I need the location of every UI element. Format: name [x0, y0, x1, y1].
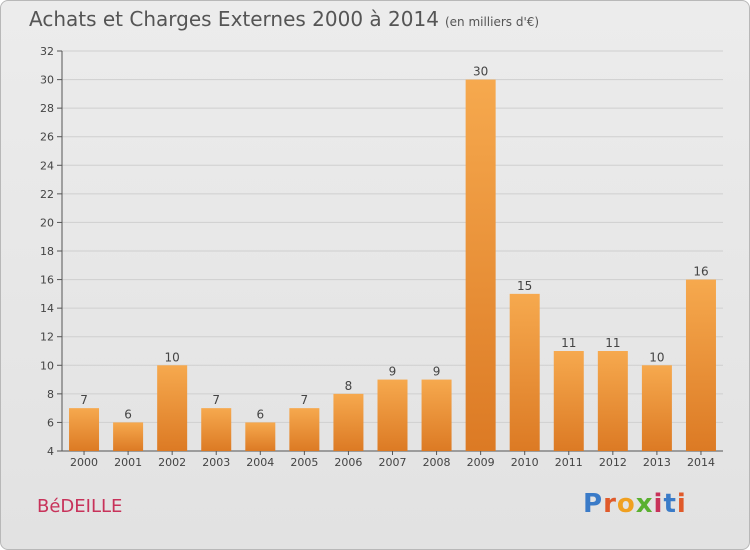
chart-title-main: Achats et Charges Externes 2000 à 2014 — [29, 7, 439, 31]
commune-name: BéDEILLE — [37, 496, 123, 517]
bar-2001 — [113, 422, 144, 451]
x-tick-label: 2008 — [423, 456, 451, 469]
logo-letter: t — [663, 489, 677, 519]
logo-letter: o — [616, 489, 636, 519]
bar-2002 — [157, 365, 188, 451]
x-tick-label: 2010 — [511, 456, 539, 469]
y-tick-label: 20 — [40, 216, 54, 229]
logo-letter: r — [603, 489, 617, 519]
x-tick-label: 2005 — [290, 456, 318, 469]
x-tick-label: 2001 — [114, 456, 142, 469]
x-tick-label: 2002 — [158, 456, 186, 469]
logo-letter: P — [583, 489, 604, 519]
bar-2014 — [685, 279, 716, 451]
y-tick-label: 32 — [40, 45, 54, 58]
bar-2013 — [641, 365, 672, 451]
y-tick-label: 12 — [40, 331, 54, 344]
bar-2004 — [245, 422, 276, 451]
y-tick-label: 16 — [40, 274, 54, 287]
logo-letter: x — [635, 489, 654, 519]
y-tick-label: 8 — [47, 388, 54, 401]
x-tick-label: 2003 — [202, 456, 230, 469]
y-tick-label: 28 — [40, 102, 54, 115]
data-label: 7 — [212, 393, 220, 407]
y-tick-label: 18 — [40, 245, 54, 258]
bar-2007 — [377, 379, 408, 451]
y-tick-label: 26 — [40, 131, 54, 144]
data-label: 11 — [561, 336, 576, 350]
bar-2008 — [421, 379, 452, 451]
x-tick-label: 2013 — [643, 456, 671, 469]
data-label: 6 — [124, 407, 132, 421]
bar-2009 — [465, 79, 496, 452]
y-tick-label: 22 — [40, 188, 54, 201]
y-tick-label: 4 — [47, 445, 54, 458]
x-tick-label: 2006 — [334, 456, 362, 469]
data-label: 9 — [389, 365, 397, 379]
x-tick-label: 2004 — [246, 456, 274, 469]
x-tick-label: 2014 — [687, 456, 715, 469]
x-tick-label: 2009 — [467, 456, 495, 469]
chart-title: Achats et Charges Externes 2000 à 2014 (e… — [29, 7, 539, 31]
data-label: 8 — [345, 379, 353, 393]
bar-2006 — [333, 393, 364, 451]
logo-letter: i — [653, 489, 664, 519]
bar-2000 — [69, 408, 100, 451]
y-tick-label: 24 — [40, 159, 54, 172]
y-tick-label: 6 — [47, 416, 54, 429]
data-label: 6 — [256, 407, 264, 421]
bar-2012 — [597, 351, 628, 451]
bar-2005 — [289, 408, 320, 451]
bar-layer: 7 6 10 7 6 7 8 9 9 30 15 11 11 10 16 — [69, 65, 716, 452]
x-tick-label: 2012 — [599, 456, 627, 469]
x-tick-label: 2000 — [70, 456, 98, 469]
logo-letter: i — [676, 489, 687, 519]
data-label: 30 — [473, 65, 488, 79]
y-tick-label: 30 — [40, 74, 54, 87]
proxiti-logo[interactable]: Proxiti — [583, 489, 687, 519]
x-tick-label: 2011 — [555, 456, 583, 469]
bar-2003 — [201, 408, 232, 451]
data-label: 9 — [433, 365, 441, 379]
x-tick-label: 2007 — [379, 456, 407, 469]
data-label: 10 — [165, 350, 180, 364]
data-label: 7 — [80, 393, 88, 407]
data-label: 10 — [649, 350, 664, 364]
chart-subtitle: (en milliers d'€) — [444, 15, 540, 29]
data-label: 7 — [301, 393, 309, 407]
y-tick-label: 10 — [40, 359, 54, 372]
bar-2010 — [509, 293, 540, 451]
y-tick-label: 14 — [40, 302, 54, 315]
data-label: 15 — [517, 279, 532, 293]
data-label: 11 — [605, 336, 620, 350]
data-label: 16 — [693, 265, 708, 279]
bar-2011 — [553, 351, 584, 451]
